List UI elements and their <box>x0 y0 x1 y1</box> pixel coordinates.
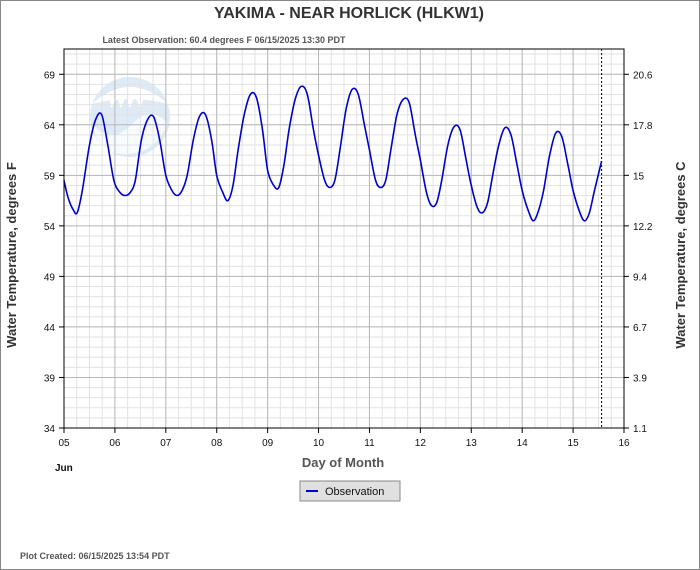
x-tick-label: 12 <box>415 438 427 449</box>
y-tick-right-label: 20.6 <box>633 70 653 81</box>
y-tick-right-label: 3.9 <box>633 373 647 384</box>
y-tick-left-label: 59 <box>44 171 56 182</box>
chart-title: YAKIMA - NEAR HORLICK (HLKW1) <box>214 5 484 22</box>
x-tick-label: 11 <box>364 438 375 449</box>
y-axis-right-label: Water Temperature, degrees C <box>673 161 688 349</box>
x-tick-label: 08 <box>211 438 223 449</box>
plot-created: Plot Created: 06/15/2025 13:54 PDT <box>20 551 170 561</box>
y-tick-left-label: 54 <box>44 222 56 233</box>
legend-label-observation: Observation <box>325 486 384 498</box>
x-axis-label: Day of Month <box>302 455 384 470</box>
x-tick-label: 10 <box>313 438 325 449</box>
legend: Observation <box>299 480 401 502</box>
series-observation-line <box>63 85 603 222</box>
y-tick-right-label: 6.7 <box>633 323 647 334</box>
plot-border <box>63 48 625 429</box>
x-tick-label: 15 <box>568 438 580 449</box>
y-tick-right-label: 15 <box>633 171 645 182</box>
y-axis-right-ticks: 1.1 3.9 6.7 9.4 12.2 15 17.8 20.6 <box>624 70 653 435</box>
y-tick-left-label: 64 <box>44 121 56 132</box>
x-axis-ticks: 05 06 07 08 09 10 11 12 13 14 15 16 <box>58 428 630 449</box>
month-label: Jun <box>55 463 73 474</box>
y-tick-left-label: 39 <box>44 373 56 384</box>
x-tick-label: 09 <box>262 438 274 449</box>
x-tick-label: 06 <box>109 438 121 449</box>
noaa-logo-icon <box>90 77 170 157</box>
y-axis-left-label: Water Temperature, degrees F <box>4 162 19 348</box>
y-tick-right-label: 12.2 <box>633 222 653 233</box>
latest-observation: Latest Observation: 60.4 degrees F 06/15… <box>102 35 346 45</box>
x-tick-label: 16 <box>618 438 630 449</box>
y-tick-left-label: 44 <box>44 323 56 334</box>
x-tick-label: 07 <box>160 438 172 449</box>
y-tick-left-label: 69 <box>44 70 56 81</box>
y-tick-left-label: 34 <box>44 424 56 435</box>
x-tick-label: 13 <box>466 438 478 449</box>
x-tick-label: 05 <box>58 438 70 449</box>
y-tick-left-label: 49 <box>44 272 56 283</box>
y-tick-right-label: 1.1 <box>633 424 647 435</box>
y-axis-left-ticks: 34 39 44 49 54 59 64 69 <box>44 70 64 435</box>
y-tick-right-label: 9.4 <box>633 272 647 283</box>
x-tick-label: 14 <box>517 438 529 449</box>
y-tick-right-label: 17.8 <box>633 121 653 132</box>
